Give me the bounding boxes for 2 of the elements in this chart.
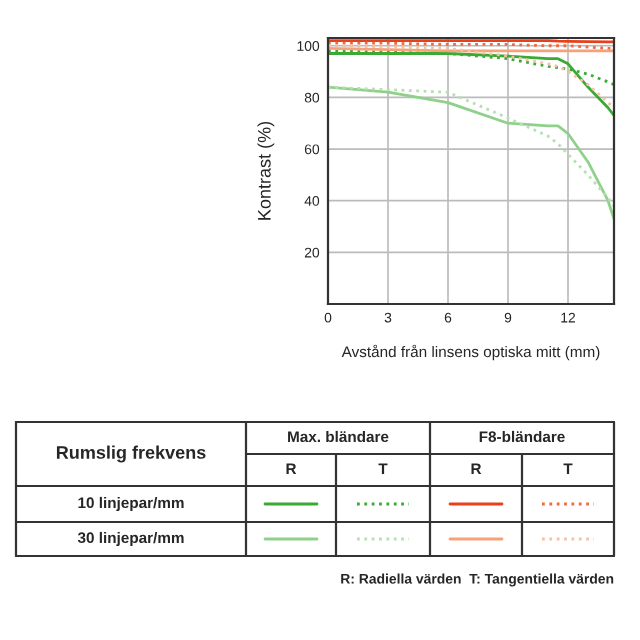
y-axis-title: Kontrast (%) bbox=[257, 121, 275, 220]
text: Rumslig frekvens bbox=[56, 445, 206, 463]
